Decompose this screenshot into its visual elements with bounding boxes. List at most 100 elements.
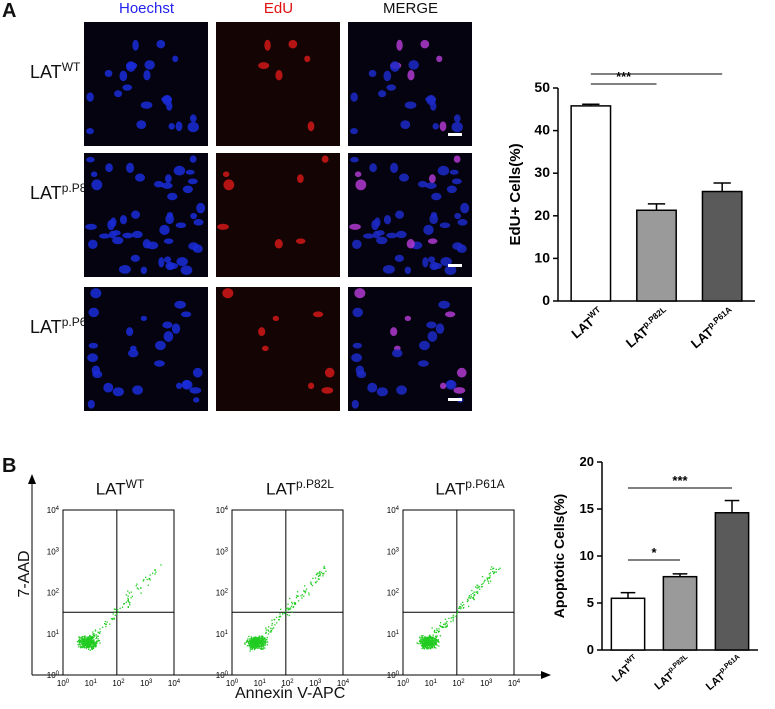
nucleus-mark <box>444 265 457 275</box>
y-tick-label: 103 <box>387 547 400 556</box>
nucleus-mark <box>417 180 428 188</box>
nucleus-mark <box>372 230 381 239</box>
nucleus-mark <box>135 173 146 182</box>
nucleus-mark <box>180 311 192 318</box>
nucleus-mark <box>408 60 419 70</box>
nucleus-mark <box>451 121 463 133</box>
nucleus-mark <box>173 165 186 176</box>
nucleus-mark <box>132 39 139 51</box>
nucleus-mark <box>175 222 187 229</box>
nucleus-mark <box>312 311 324 318</box>
nucleus-mark <box>422 257 429 268</box>
nucleus-mark <box>400 120 411 130</box>
y-tick-label: 104 <box>387 506 400 515</box>
row-label-wt: LATWT <box>30 60 80 83</box>
nucleus-mark <box>391 349 403 358</box>
x-tick-label: 101 <box>254 679 267 688</box>
nucleus-mark <box>355 179 367 191</box>
nucleus-mark <box>419 340 430 351</box>
nucleus-mark <box>354 171 362 178</box>
nucleus-mark <box>193 219 204 226</box>
nucleus-mark <box>105 163 113 173</box>
nucleus-mark <box>192 367 203 378</box>
nucleus-mark <box>140 101 153 109</box>
nucleus-mark <box>88 239 98 250</box>
column-header-edu: EdU <box>263 0 294 17</box>
x-tick-label: 102 <box>281 679 294 688</box>
x-category-label: LATWT <box>567 304 607 342</box>
flow-y-axis-title: 7-AAD <box>16 550 33 598</box>
nucleus-mark <box>368 69 377 78</box>
nucleus-mark <box>158 257 165 268</box>
y-tick-label: 0 <box>587 642 594 657</box>
bar <box>662 575 698 651</box>
flow-events <box>244 565 327 652</box>
nucleus-mark <box>352 307 363 318</box>
nucleus-mark <box>427 331 438 342</box>
nucleus-mark <box>122 84 133 91</box>
nucleus-mark <box>376 236 388 245</box>
nucleus-mark <box>352 239 362 250</box>
nucleus-mark <box>258 327 266 337</box>
nucleus-mark <box>140 266 148 275</box>
nucleus-mark <box>155 340 166 351</box>
micrograph-tile <box>216 22 340 146</box>
nucleus-mark <box>457 219 468 226</box>
y-tick-label: 50 <box>534 79 550 95</box>
nucleus-mark <box>217 223 229 230</box>
nucleus-mark <box>429 261 439 271</box>
significance-label: *** <box>672 473 688 488</box>
nucleus-mark <box>261 345 269 352</box>
y-tick-label: 30 <box>534 164 550 180</box>
nucleus-mark <box>175 121 183 132</box>
nucleus-mark <box>439 222 451 229</box>
nucleus-mark <box>90 171 98 178</box>
nucleus-mark <box>154 360 165 367</box>
nucleus-mark <box>396 385 407 395</box>
panel-a-letter: A <box>2 0 17 22</box>
nucleus-mark <box>118 264 131 274</box>
nucleus-mark <box>190 212 198 220</box>
nucleus-mark <box>383 70 392 82</box>
nucleus-mark <box>162 321 173 329</box>
nucleus-mark <box>307 382 315 390</box>
nucleus-mark <box>163 238 174 244</box>
nucleus-mark <box>396 39 403 51</box>
nucleus-mark <box>351 353 363 363</box>
nucleus-mark <box>297 174 304 183</box>
nucleus-mark <box>122 232 134 239</box>
nucleus-mark <box>429 213 439 225</box>
micrograph-tile <box>348 22 472 146</box>
nucleus-mark <box>440 256 452 267</box>
nucleus-mark <box>86 156 95 163</box>
nucleus-mark <box>127 349 139 358</box>
nucleus-mark <box>437 165 450 176</box>
nucleus-mark <box>444 311 456 318</box>
nucleus-mark <box>130 254 141 262</box>
nucleus-mark <box>132 385 143 395</box>
x-tick-label: 104 <box>337 679 350 688</box>
nucleus-mark <box>367 382 378 393</box>
nucleus-mark <box>165 174 172 183</box>
nucleus-mark <box>426 321 437 329</box>
y-tick-label: 5 <box>587 595 594 610</box>
nucleus-mark <box>132 230 143 239</box>
apoptotic-bar-chart: 0 5 10 15 20 Apoptotic Cells(%) LATWT LATp.P82L… <box>551 454 758 693</box>
nucleus-mark <box>407 69 415 81</box>
y-tick-label: 0 <box>542 292 550 308</box>
nucleus-mark <box>386 232 398 239</box>
nucleus-mark <box>438 300 450 309</box>
nucleus-mark <box>288 39 298 49</box>
nucleus-mark <box>88 307 99 318</box>
nucleus-mark <box>222 171 230 178</box>
nucleus-mark <box>351 399 359 409</box>
nucleus-mark <box>378 90 387 98</box>
microscopy-grid <box>84 22 476 414</box>
nucleus-mark <box>136 120 147 130</box>
nucleus-mark <box>431 192 442 201</box>
nucleus-mark <box>404 266 412 275</box>
nucleus-mark <box>386 84 397 91</box>
nucleus-mark <box>162 94 172 106</box>
